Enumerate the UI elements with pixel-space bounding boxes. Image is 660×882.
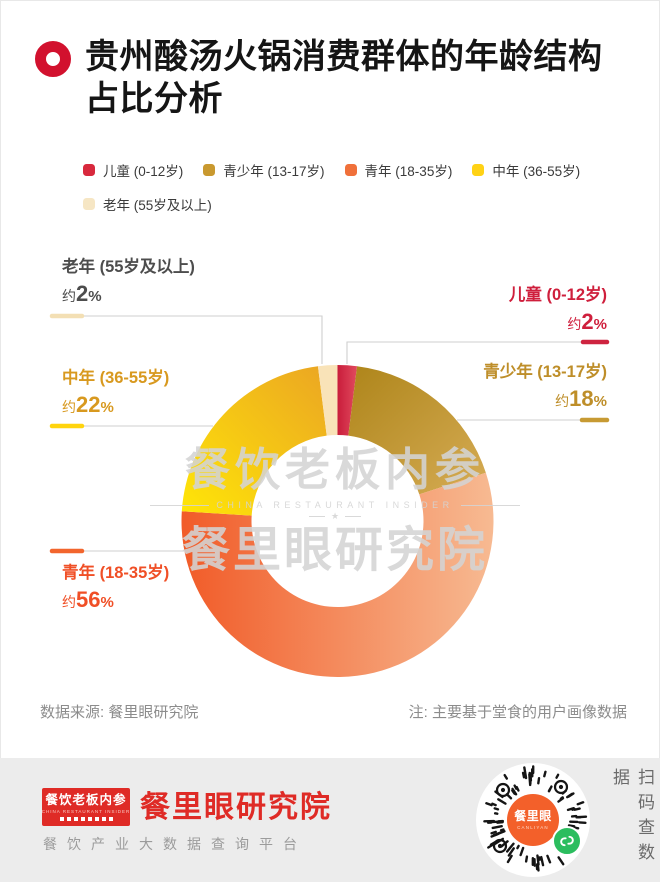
- brand-band: 餐饮老板内参 CHINA RESTAURANT INSIDER 餐里眼研究院 餐…: [0, 758, 660, 882]
- qr-center-title: 餐里眼: [514, 809, 552, 823]
- donut-slice-2: [181, 472, 494, 678]
- data-source-note: 数据来源: 餐里眼研究院: [40, 704, 199, 721]
- donut-slice-0: [337, 365, 358, 436]
- callout-value: 约18%: [555, 386, 607, 411]
- legend-swatch-teen: [203, 164, 216, 176]
- legend-swatch-middle: [472, 164, 485, 176]
- callout-middle: 中年 (36-55岁) 约22%: [62, 368, 302, 420]
- legend-item-teen: 青少年 (13-17岁): [203, 160, 325, 180]
- wechat-miniprogram-icon: [552, 826, 582, 856]
- callout-value: 约22%: [62, 392, 114, 417]
- legend-item-middle: 中年 (36-55岁): [472, 160, 580, 180]
- callout-children: 儿童 (0-12岁) 约2%: [367, 285, 607, 337]
- legend-swatch-youth: [344, 164, 357, 176]
- title-ring-icon: [35, 41, 71, 77]
- qr-scan-hint: 扫码查数据: [610, 768, 654, 868]
- callout-name: 儿童 (0-12岁): [508, 286, 607, 304]
- page-title: 贵州酸汤火锅消费群体的年龄结构 占比分析: [85, 36, 645, 120]
- page-title-line2: 占比分析: [85, 80, 223, 118]
- callout-value: 约2%: [567, 309, 607, 334]
- legend-label: 青少年 (13-17岁): [223, 164, 325, 179]
- callout-value: 约2%: [62, 281, 102, 306]
- brand-tagline: 餐饮产业大数据查询平台: [43, 836, 307, 852]
- data-caveat-note: 注: 主要基于堂食的用户画像数据: [408, 704, 627, 721]
- brand-logo: 餐饮老板内参 CHINA RESTAURANT INSIDER: [42, 788, 130, 826]
- callout-value: 约56%: [62, 587, 114, 612]
- callout-connector-4: [52, 315, 323, 364]
- qr-center-badge: 餐里眼 CANLIYAN: [507, 794, 559, 846]
- callout-youth: 青年 (18-35岁) 约56%: [62, 563, 302, 615]
- callout-elder: 老年 (55岁及以上) 约2%: [62, 257, 302, 309]
- qr-code: 餐里眼 CANLIYAN: [476, 763, 590, 877]
- legend-swatch-elder: [83, 198, 95, 210]
- donut-slice-1: [348, 366, 486, 495]
- callout-teen: 青少年 (13-17岁) 约18%: [367, 362, 607, 414]
- callout-connector-0: [346, 341, 607, 364]
- legend-swatch-children: [83, 164, 95, 176]
- page-title-line1: 贵州酸汤火锅消费群体的年龄结构: [85, 38, 603, 76]
- legend-item-children: 儿童 (0-12岁): [83, 160, 183, 180]
- legend-item-elder: 老年 (55岁及以上): [83, 194, 212, 214]
- research-institute-name: 餐里眼研究院: [140, 791, 332, 824]
- legend-label: 老年 (55岁及以上): [103, 198, 212, 213]
- brand-logo-dots: [59, 816, 113, 821]
- callout-name: 青少年 (13-17岁): [483, 363, 607, 381]
- donut-slice-3: [181, 366, 327, 516]
- legend-label: 中年 (36-55岁): [492, 164, 581, 179]
- qr-center-subtitle: CANLIYAN: [517, 825, 549, 830]
- qr-pattern: [483, 765, 588, 872]
- callout-name: 中年 (36-55岁): [62, 369, 170, 387]
- callout-name: 老年 (55岁及以上): [62, 258, 195, 276]
- brand-logo-title: 餐饮老板内参: [45, 792, 127, 807]
- legend-label: 儿童 (0-12岁): [103, 164, 184, 179]
- callout-name: 青年 (18-35岁): [62, 564, 170, 582]
- donut-slice-4: [317, 365, 338, 436]
- legend-item-youth: 青年 (18-35岁): [344, 160, 453, 180]
- brand-logo-subtitle: CHINA RESTAURANT INSIDER: [41, 808, 131, 814]
- chart-legend: 儿童 (0-12岁) 青少年 (13-17岁) 青年 (18-35岁) 中年 (…: [83, 160, 613, 214]
- legend-label: 青年 (18-35岁): [364, 164, 453, 179]
